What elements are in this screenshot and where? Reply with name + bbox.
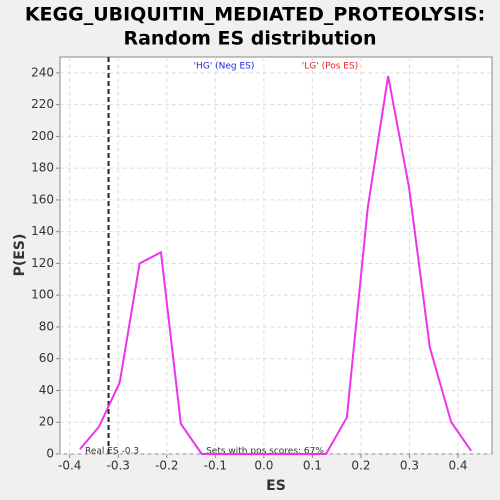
y-tick-label: 120 <box>31 256 54 270</box>
y-tick-label: 200 <box>31 129 54 143</box>
y-axis-label: P(ES) <box>12 234 28 277</box>
y-tick-label: 220 <box>31 97 54 111</box>
y-tick-label: 180 <box>31 161 54 175</box>
y-tick-label: 20 <box>39 415 54 429</box>
x-tick-label: -0.2 <box>155 459 178 473</box>
x-tick-label: 0.0 <box>254 459 273 473</box>
x-tick-label: 0.3 <box>400 459 419 473</box>
x-tick-label: -0.1 <box>204 459 227 473</box>
x-tick-label: 0.1 <box>303 459 322 473</box>
y-tick-label: 140 <box>31 224 54 238</box>
real-es-label: Real ES -0.3 <box>85 447 139 457</box>
y-tick-label: 240 <box>31 65 54 79</box>
y-tick-label: 100 <box>31 288 54 302</box>
x-axis-label: ES <box>266 478 286 494</box>
x-tick-label: -0.3 <box>107 459 130 473</box>
chart-title: KEGG_UBIQUITIN_MEDIATED_PROTEOLYSIS: <box>25 4 485 26</box>
y-tick-label: 40 <box>39 383 54 397</box>
x-tick-label: 0.2 <box>351 459 370 473</box>
y-tick-label: 0 <box>46 447 54 461</box>
legend-entry: 'HG' (Neg ES) <box>194 62 255 72</box>
x-tick-label: -0.4 <box>58 459 81 473</box>
pos-scores-label: Sets with pos scores: 67% <box>206 447 324 457</box>
plot-area <box>59 56 493 455</box>
y-tick-label: 80 <box>39 319 54 333</box>
series-line <box>79 75 472 455</box>
chart-subtitle: Random ES distribution <box>123 28 376 50</box>
legend-entry: 'LG' (Pos ES) <box>302 62 358 72</box>
y-tick-label: 160 <box>31 192 54 206</box>
x-tick-label: 0.4 <box>448 459 467 473</box>
y-tick-label: 60 <box>39 351 54 365</box>
